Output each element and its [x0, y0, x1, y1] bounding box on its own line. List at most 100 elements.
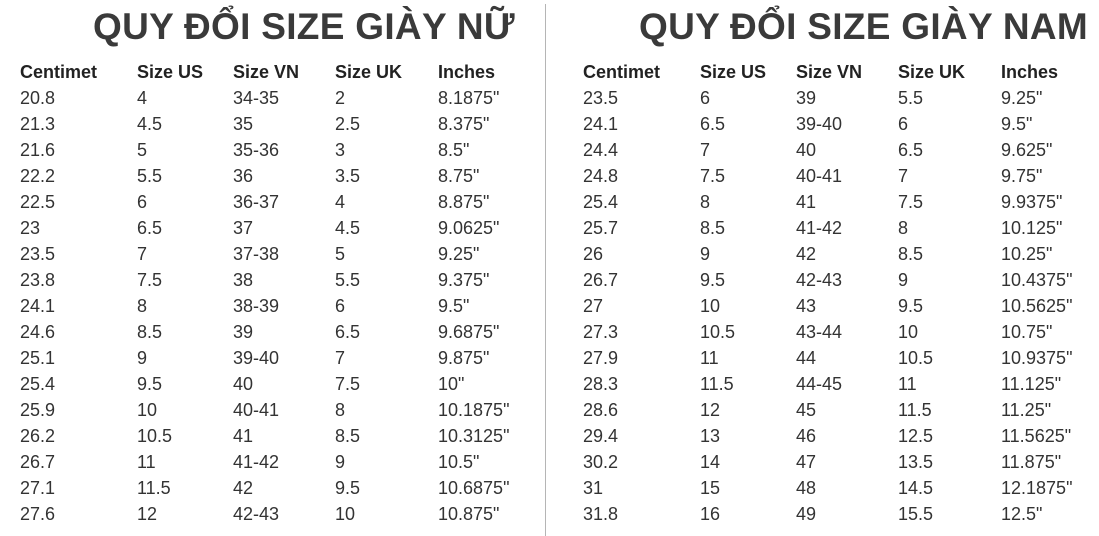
- men-table-body: 23.5 6 39 5.5 9.25" 24.1 6.5 39-40 6 9.5" 24.4 7 40 6…: [583, 85, 1083, 527]
- cell-size-us: 10.5: [700, 322, 736, 342]
- cell-centimet: 27.9: [583, 348, 619, 368]
- cell-size-uk: 5: [335, 244, 346, 264]
- table-row: 27.9 11 44 10.5 10.9375": [583, 345, 1083, 371]
- cell-centimet: 23.8: [20, 270, 56, 290]
- cell-size-uk: 2: [335, 88, 346, 108]
- cell-size-us: 16: [700, 504, 721, 524]
- cell-size-uk: 2.5: [335, 114, 361, 134]
- cell-size-us: 9: [137, 348, 148, 368]
- cell-size-vn: 39: [233, 322, 254, 342]
- cell-size-uk: 8: [335, 400, 346, 420]
- cell-size-uk: 6: [898, 114, 909, 134]
- cell-centimet: 24.4: [583, 140, 619, 160]
- cell-inches: 10.5625": [1001, 296, 1073, 316]
- header-inches: Inches: [438, 62, 496, 82]
- cell-size-us: 12: [137, 504, 158, 524]
- cell-inches: 9.875": [438, 348, 490, 368]
- table-row: 26.7 11 41-42 9 10.5": [20, 449, 528, 475]
- table-row: 25.4 9.5 40 7.5 10": [20, 371, 528, 397]
- table-row: 26 9 42 8.5 10.25": [583, 241, 1083, 267]
- table-row: 20.8 4 34-35 2 8.1875": [20, 85, 528, 111]
- women-size-panel: QUY ĐỔI SIZE GIÀY NỮ Centimet Size US Si…: [20, 0, 530, 536]
- header-size-vn: Size VN: [233, 62, 300, 82]
- cell-centimet: 21.3: [20, 114, 56, 134]
- cell-inches: 10.25": [1001, 244, 1053, 264]
- cell-inches: 11.875": [1001, 452, 1062, 472]
- cell-size-uk: 14.5: [898, 478, 934, 498]
- cell-size-vn: 49: [796, 504, 817, 524]
- cell-size-uk: 3: [335, 140, 346, 160]
- cell-size-us: 7.5: [700, 166, 726, 186]
- table-row: 25.1 9 39-40 7 9.875": [20, 345, 528, 371]
- table-row: 22.2 5.5 36 3.5 8.75": [20, 163, 528, 189]
- cell-centimet: 23: [20, 218, 41, 238]
- cell-size-uk: 6: [335, 296, 346, 316]
- cell-size-vn: 40: [233, 374, 254, 394]
- table-row: 27.3 10.5 43-44 10 10.75": [583, 319, 1083, 345]
- cell-centimet: 25.4: [583, 192, 619, 212]
- cell-size-vn: 40: [796, 140, 817, 160]
- cell-centimet: 24.6: [20, 322, 56, 342]
- table-row: 23.5 6 39 5.5 9.25": [583, 85, 1083, 111]
- cell-size-uk: 8: [898, 218, 909, 238]
- cell-size-us: 7.5: [137, 270, 163, 290]
- cell-size-uk: 7: [898, 166, 909, 186]
- cell-centimet: 29.4: [583, 426, 619, 446]
- table-row: 24.1 8 38-39 6 9.5": [20, 293, 528, 319]
- cell-inches: 10.4375": [1001, 270, 1073, 290]
- cell-inches: 10.75": [1001, 322, 1053, 342]
- cell-inches: 11.25": [1001, 400, 1052, 420]
- cell-size-us: 5.5: [137, 166, 163, 186]
- cell-size-vn: 35-36: [233, 140, 280, 160]
- cell-size-us: 15: [700, 478, 721, 498]
- header-size-vn: Size VN: [796, 62, 863, 82]
- women-table-body: 20.8 4 34-35 2 8.1875" 21.3 4.5 35 2.5 8.375" 21.6…: [20, 85, 528, 527]
- table-row: 25.7 8.5 41-42 8 10.125": [583, 215, 1083, 241]
- table-row: 27.6 12 42-43 10 10.875": [20, 501, 528, 527]
- cell-size-vn: 36-37: [233, 192, 280, 212]
- cell-size-uk: 8.5: [898, 244, 924, 264]
- cell-size-us: 11: [137, 452, 156, 472]
- cell-size-us: 9.5: [700, 270, 726, 290]
- cell-size-us: 14: [700, 452, 721, 472]
- cell-size-vn: 39-40: [796, 114, 843, 134]
- cell-centimet: 25.1: [20, 348, 56, 368]
- cell-centimet: 26.2: [20, 426, 56, 446]
- cell-size-uk: 7.5: [335, 374, 361, 394]
- cell-size-vn: 35: [233, 114, 254, 134]
- table-row: 27 10 43 9.5 10.5625": [583, 293, 1083, 319]
- cell-centimet: 23.5: [20, 244, 56, 264]
- cell-size-uk: 7.5: [898, 192, 924, 212]
- cell-inches: 10.9375": [1001, 348, 1073, 368]
- cell-inches: 9.375": [438, 270, 490, 290]
- cell-size-vn: 39: [796, 88, 817, 108]
- table-row: 29.4 13 46 12.5 11.5625": [583, 423, 1083, 449]
- cell-centimet: 30.2: [583, 452, 619, 472]
- table-row: 28.6 12 45 11.5 11.25": [583, 397, 1083, 423]
- cell-size-us: 10: [700, 296, 721, 316]
- cell-size-uk: 4.5: [335, 218, 361, 238]
- cell-size-us: 10.5: [137, 426, 173, 446]
- cell-centimet: 22.2: [20, 166, 56, 186]
- cell-size-uk: 15.5: [898, 504, 934, 524]
- cell-size-us: 8.5: [137, 322, 163, 342]
- cell-centimet: 28.6: [583, 400, 619, 420]
- cell-size-uk: 8.5: [335, 426, 361, 446]
- table-row: 21.3 4.5 35 2.5 8.375": [20, 111, 528, 137]
- cell-centimet: 31: [583, 478, 604, 498]
- header-size-uk: Size UK: [335, 62, 403, 82]
- cell-centimet: 31.8: [583, 504, 619, 524]
- cell-size-us: 6: [137, 192, 148, 212]
- cell-size-uk: 9: [335, 452, 346, 472]
- table-row: 23.8 7.5 38 5.5 9.375": [20, 267, 528, 293]
- cell-size-vn: 47: [796, 452, 817, 472]
- cell-size-uk: 11: [898, 374, 917, 394]
- cell-centimet: 24.1: [583, 114, 619, 134]
- cell-size-us: 5: [137, 140, 148, 160]
- cell-size-uk: 10: [898, 322, 919, 342]
- cell-size-vn: 41-42: [796, 218, 843, 238]
- cell-size-vn: 38: [233, 270, 254, 290]
- cell-centimet: 28.3: [583, 374, 619, 394]
- cell-size-vn: 40-41: [233, 400, 280, 420]
- cell-size-uk: 6.5: [335, 322, 361, 342]
